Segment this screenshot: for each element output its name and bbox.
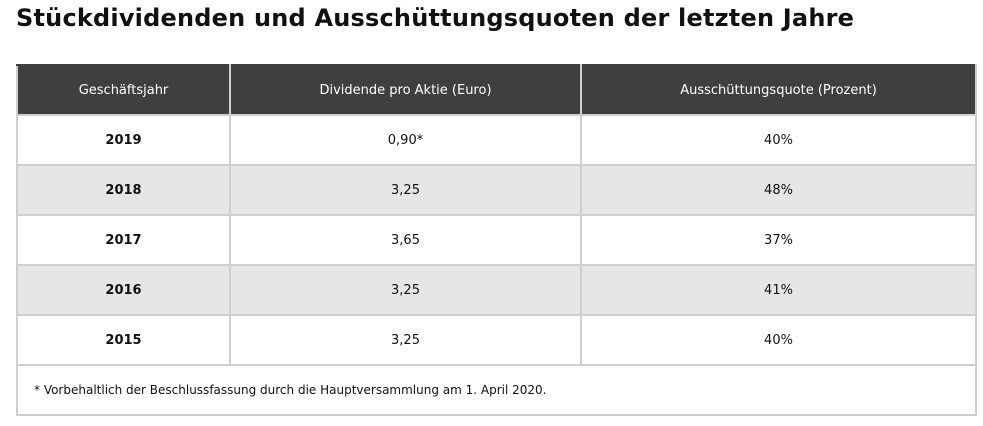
page-title: Stückdividenden und Ausschüttungsquoten … [16,4,855,32]
table-cell: 48% [580,164,977,216]
table-cell: 40% [580,114,977,166]
table-row: 2018 3,25 48% [16,164,977,216]
column-header: Dividende pro Aktie (Euro) [229,64,582,116]
table-body: 2019 0,90* 40% 2018 3,25 48% 2017 3,65 37% 2016 3,… [16,114,977,416]
table-row: 2015 3,25 40% [16,314,977,366]
column-header: Ausschüttungsquote (Prozent) [580,64,977,116]
table-cell: 40% [580,314,977,366]
footnote: * Vorbehaltlich der Beschlussfassung dur… [16,364,977,416]
header-row: Geschäftsjahr Dividende pro Aktie (Euro) A… [16,64,977,116]
table-row: 2017 3,65 37% [16,214,977,266]
table-cell: 0,90* [229,114,582,166]
table-cell: 2016 [16,264,231,316]
table-row: 2016 3,25 41% [16,264,977,316]
table-cell: 37% [580,214,977,266]
table-cell: 3,25 [229,164,582,216]
table-row: 2019 0,90* 40% [16,114,977,166]
table-cell: 3,25 [229,264,582,316]
column-header: Geschäftsjahr [16,64,231,116]
table-cell: 3,65 [229,214,582,266]
table-cell: 41% [580,264,977,316]
table-cell: 2017 [16,214,231,266]
footnote-row: * Vorbehaltlich der Beschlussfassung dur… [16,364,977,416]
table-cell: 3,25 [229,314,582,366]
table-cell: 2015 [16,314,231,366]
dividend-table: Geschäftsjahr Dividende pro Aktie (Euro) A… [16,64,977,416]
table-cell: 2019 [16,114,231,166]
table-cell: 2018 [16,164,231,216]
